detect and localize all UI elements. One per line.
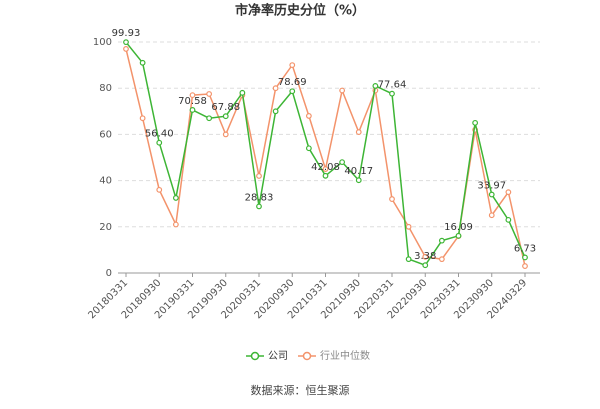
point — [522, 254, 528, 261]
data-label: 16.09 — [444, 222, 473, 233]
point — [339, 159, 346, 166]
point — [256, 203, 262, 210]
point — [305, 113, 312, 119]
data-label: 40.17 — [344, 166, 373, 177]
point — [156, 186, 163, 193]
point — [372, 82, 379, 89]
point — [389, 196, 395, 202]
point — [189, 92, 196, 99]
point — [405, 223, 412, 230]
point — [222, 113, 229, 120]
data-label: 78.69 — [278, 77, 307, 88]
point — [172, 195, 179, 201]
point — [455, 232, 462, 239]
point — [339, 87, 346, 94]
data-label: 28.83 — [245, 192, 274, 203]
y-tick-label: 100 — [93, 37, 112, 48]
data-label: 33.97 — [477, 181, 506, 192]
point — [438, 256, 445, 263]
point — [206, 91, 213, 97]
point — [488, 212, 495, 219]
data-label: 77.64 — [378, 80, 407, 91]
point — [139, 115, 146, 122]
point — [123, 39, 129, 46]
chart-title: 市净率历史分位（%） — [235, 3, 365, 19]
source: 数据来源：恒生聚源 — [251, 383, 350, 397]
point — [355, 129, 362, 135]
data-label: 99.93 — [112, 28, 141, 39]
point — [322, 172, 329, 179]
y-tick-label: 0 — [106, 268, 112, 279]
data-label: 70.58 — [178, 96, 207, 107]
point — [488, 191, 495, 198]
legend-marker — [250, 351, 260, 361]
point — [438, 237, 445, 244]
point — [522, 263, 528, 269]
point — [189, 107, 196, 113]
data-label: 56.40 — [145, 129, 174, 140]
point — [472, 119, 479, 126]
legend-label: 行业中位数 — [320, 349, 370, 362]
point — [256, 173, 262, 179]
point — [405, 256, 412, 263]
legend-label: 公司 — [268, 351, 288, 362]
point — [272, 108, 279, 115]
point — [222, 131, 229, 138]
point — [422, 253, 429, 260]
y-tick-label: 60 — [99, 129, 112, 140]
data-label: 42.08 — [311, 162, 340, 173]
point — [289, 88, 296, 95]
y-tick-label: 20 — [99, 222, 112, 233]
point — [505, 216, 512, 223]
point — [422, 262, 429, 269]
point — [123, 46, 129, 52]
point — [289, 62, 296, 68]
point — [172, 221, 179, 228]
y-tick-label: 40 — [99, 176, 112, 187]
point — [322, 166, 329, 172]
point — [206, 115, 213, 122]
point — [305, 145, 312, 152]
point — [355, 177, 362, 184]
point — [239, 89, 246, 96]
point — [389, 90, 395, 97]
point — [156, 139, 163, 146]
point — [272, 85, 279, 92]
legend-marker — [302, 351, 312, 361]
point — [505, 189, 512, 196]
data-label: 6.73 — [514, 243, 536, 254]
data-label: 3.38 — [414, 251, 436, 262]
series-line — [125, 48, 526, 267]
y-tick-label: 80 — [99, 83, 112, 94]
point — [139, 59, 146, 66]
data-label: 67.88 — [211, 102, 240, 113]
